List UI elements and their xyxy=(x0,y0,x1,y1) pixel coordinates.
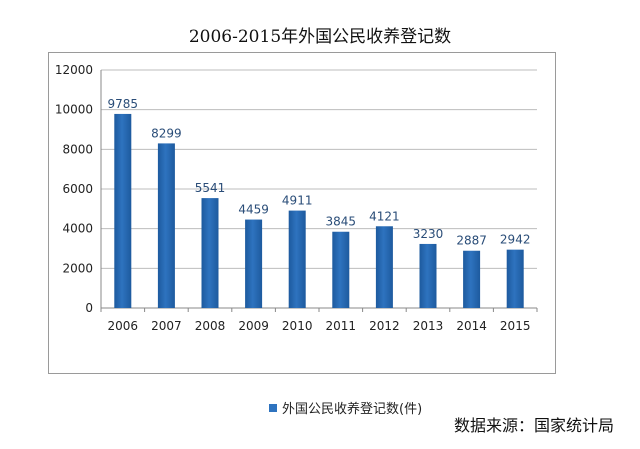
x-tick-label: 2011 xyxy=(326,319,357,333)
source-note: 数据来源：国家统计局 xyxy=(453,416,614,435)
x-tick-label: 2015 xyxy=(500,319,531,333)
y-tick-label: 2000 xyxy=(62,261,93,275)
data-label: 4121 xyxy=(369,209,400,223)
bar xyxy=(463,250,481,308)
x-tick-label: 2012 xyxy=(369,319,400,333)
chart-frame: 0 2000 4000 6000 8000 10000 12000 9785 2006 8299 2… xyxy=(48,52,556,417)
data-label: 8299 xyxy=(151,126,182,140)
chart-title: 2006-2015年外国公民收养登记数 xyxy=(188,27,452,47)
data-label: 4911 xyxy=(282,194,313,208)
bar xyxy=(114,113,132,308)
x-tick-label: 2007 xyxy=(151,319,182,333)
bar xyxy=(245,219,263,308)
x-tick-label: 2014 xyxy=(456,319,487,333)
x-tick-label: 2009 xyxy=(238,319,269,333)
bar xyxy=(332,231,350,308)
y-tick-label: 6000 xyxy=(62,182,93,196)
y-tick-label: 0 xyxy=(85,301,93,315)
legend: 外国公民收养登记数(件) xyxy=(269,398,422,417)
x-tick-label: 2006 xyxy=(108,319,139,333)
y-tick-label: 10000 xyxy=(55,103,93,117)
x-tick-label: 2008 xyxy=(195,319,226,333)
bar xyxy=(157,143,175,308)
legend-label: 外国公民收养登记数(件) xyxy=(282,402,423,417)
data-label: 5541 xyxy=(195,181,226,195)
y-tick-label: 8000 xyxy=(62,142,93,156)
data-label: 2942 xyxy=(500,233,531,247)
y-tick-label: 12000 xyxy=(55,63,93,77)
bar xyxy=(375,226,393,308)
data-label: 3845 xyxy=(326,215,357,229)
data-label: 2887 xyxy=(456,234,487,248)
bar xyxy=(288,210,306,308)
data-label: 4459 xyxy=(238,203,269,217)
bar xyxy=(201,198,219,308)
bar-chart: 0 2000 4000 6000 8000 10000 12000 9785 2006 8299 2… xyxy=(55,63,538,333)
data-label: 9785 xyxy=(108,97,139,111)
x-tick-label: 2010 xyxy=(282,319,313,333)
x-tick-label: 2013 xyxy=(413,319,444,333)
bar xyxy=(506,249,524,308)
bar xyxy=(419,243,437,308)
y-tick-label: 4000 xyxy=(62,222,93,236)
legend-swatch xyxy=(269,403,277,412)
data-label: 3230 xyxy=(413,227,444,241)
